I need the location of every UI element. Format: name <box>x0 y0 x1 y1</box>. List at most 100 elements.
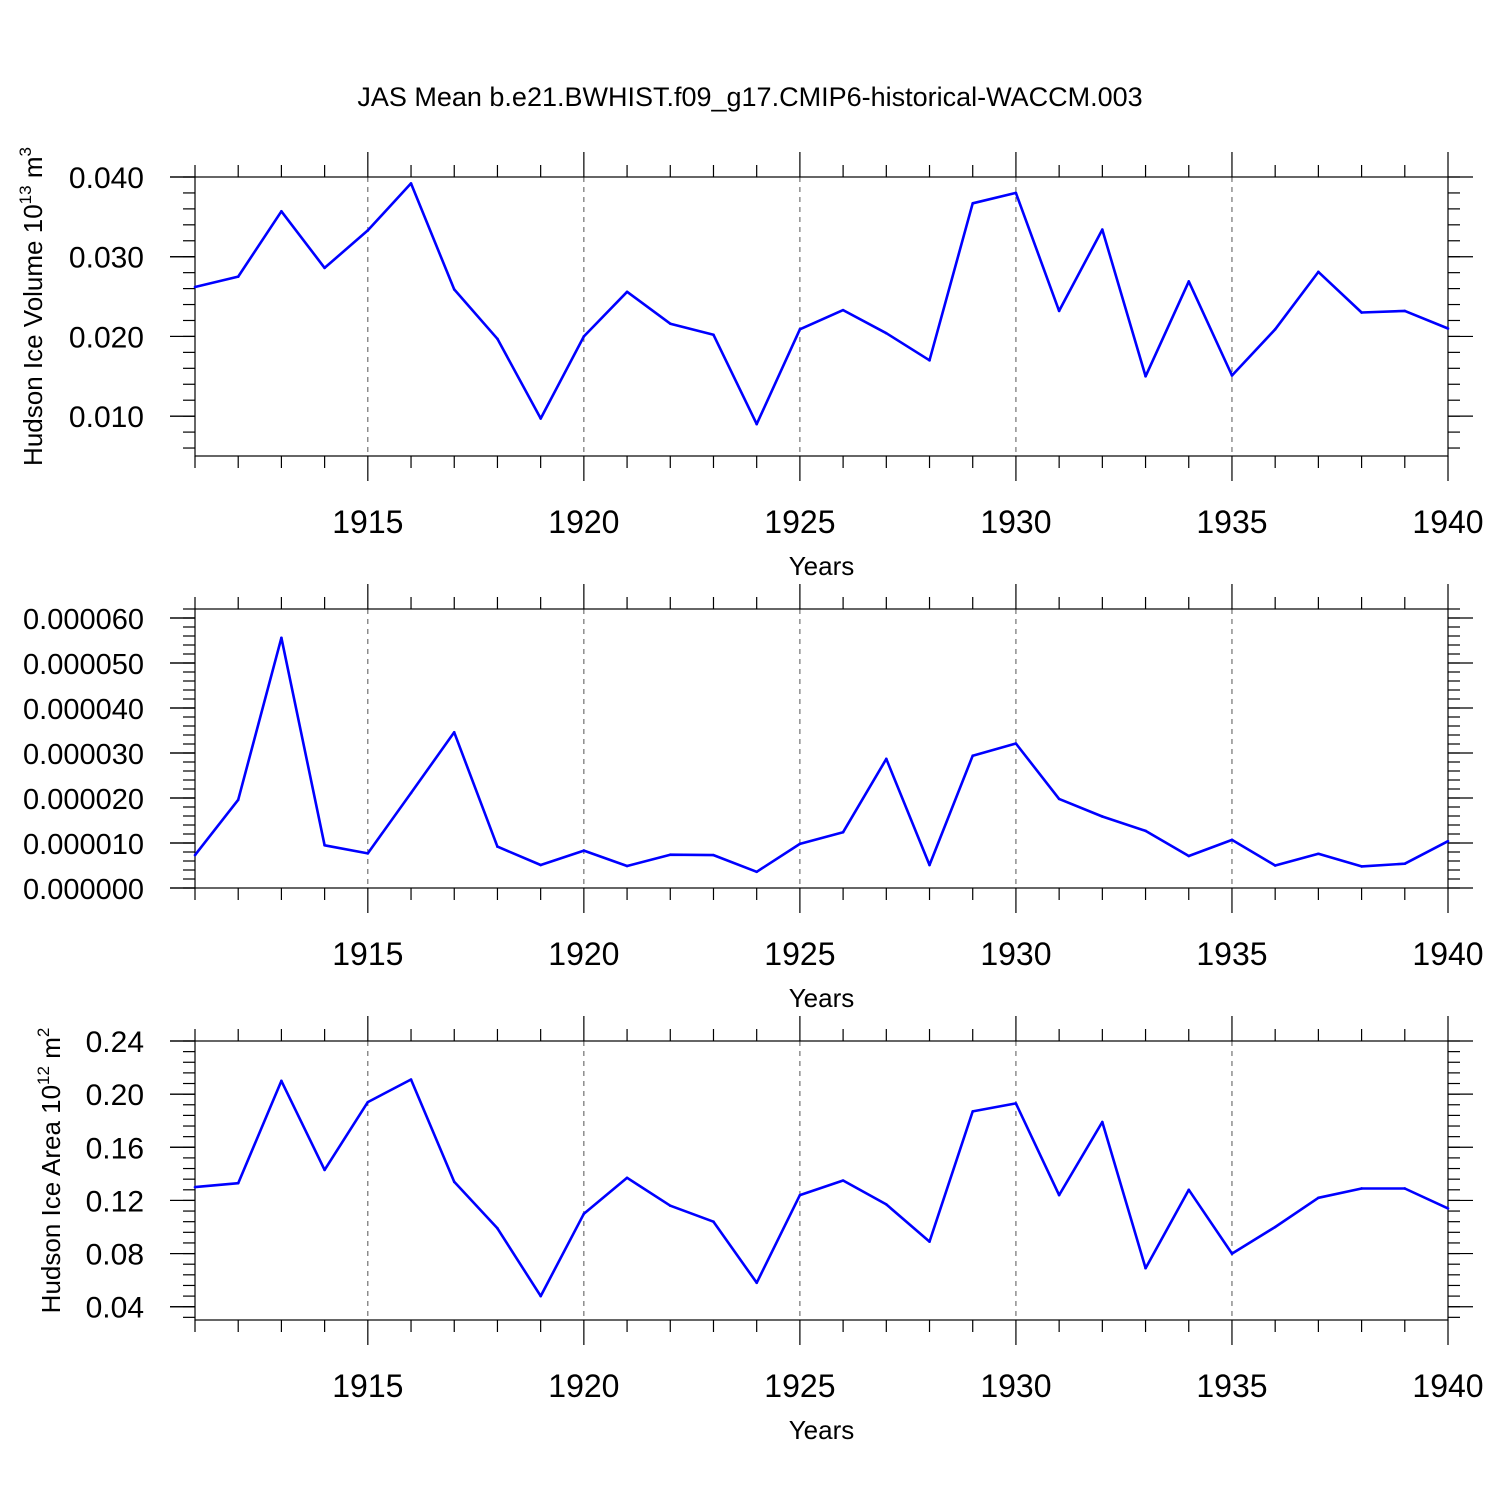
x-tick-label-1935: 1935 <box>1196 936 1267 972</box>
data-point-1918 <box>496 845 499 848</box>
data-point-1921 <box>625 290 629 294</box>
data-point-1934 <box>1187 854 1191 858</box>
y-tick-label: 0.000050 <box>23 649 144 681</box>
chart-panel-2: 1915 1920 1925 1930 1935 1940 0.000000 0.000010… <box>23 584 1484 1013</box>
y-axis-label-main: Hudson Ice Volume 10 <box>18 204 48 466</box>
data-point-1927 <box>885 331 888 335</box>
data-point-1930 <box>1014 742 1018 745</box>
data-point-1926 <box>841 830 845 834</box>
data-point-1938 <box>1360 311 1363 314</box>
y-tick-label: 0.20 <box>86 1079 144 1112</box>
data-point-1928 <box>928 863 931 867</box>
data-point-1923 <box>712 1220 715 1223</box>
y-tick-label: 0.16 <box>86 1132 144 1165</box>
x-tick-label-1940: 1940 <box>1412 504 1483 540</box>
y-axis-label-exponent: 12 <box>34 1066 53 1085</box>
y-tick-label: 0.020 <box>69 321 144 354</box>
data-point-1915 <box>366 229 370 232</box>
y-axis-label-unit: m <box>36 1037 66 1066</box>
data-point-1933 <box>1144 374 1147 378</box>
data-point-1934 <box>1187 280 1191 283</box>
data-point-1926 <box>841 1179 845 1182</box>
data-point-1912 <box>236 1181 240 1185</box>
y-axis-label-unit: m <box>18 157 48 186</box>
data-point-1920 <box>582 849 586 852</box>
data-point-1937 <box>1317 270 1320 274</box>
x-axis-label: Years <box>789 551 855 581</box>
data-point-1937 <box>1317 1196 1320 1200</box>
data-point-1936 <box>1273 1225 1277 1229</box>
data-point-1927 <box>885 1203 888 1206</box>
y-tick-label: 0.24 <box>86 1026 144 1059</box>
data-point-1938 <box>1360 865 1363 868</box>
data-point-1911 <box>193 1185 197 1189</box>
data-point-1939 <box>1403 309 1407 313</box>
data-point-1927 <box>885 757 888 761</box>
data-point-1917 <box>452 1180 456 1184</box>
data-point-1916 <box>409 791 413 795</box>
y-axis-label: Hudson Ice Area 1012 m2 <box>34 1028 66 1314</box>
data-point-1912 <box>236 798 240 802</box>
data-point-1915 <box>366 1100 370 1104</box>
y-axis-label-unit-exponent: 3 <box>16 147 35 156</box>
data-point-1932 <box>1101 228 1104 231</box>
data-point-1914 <box>323 266 326 270</box>
x-tick-label-1915: 1915 <box>332 1368 403 1404</box>
data-point-1913 <box>280 636 283 640</box>
data-point-1935 <box>1230 1252 1234 1255</box>
x-axis-label: Years <box>789 983 855 1013</box>
data-point-1915 <box>366 852 370 855</box>
x-tick-label-1925: 1925 <box>764 504 835 540</box>
x-axis-label: Years <box>789 1415 855 1445</box>
data-point-1920 <box>582 1212 586 1216</box>
data-point-1925 <box>798 327 802 331</box>
x-tick-label-1930: 1930 <box>980 1368 1051 1404</box>
data-point-1940 <box>1446 839 1450 843</box>
data-point-1935 <box>1230 838 1234 842</box>
data-point-1921 <box>625 864 629 868</box>
data-point-1934 <box>1187 1188 1191 1192</box>
data-point-1926 <box>841 308 845 312</box>
data-point-1922 <box>668 322 672 325</box>
data-point-1919 <box>539 1294 542 1298</box>
data-point-1930 <box>1014 191 1018 195</box>
data-point-1929 <box>971 754 975 757</box>
data-point-1919 <box>539 863 542 867</box>
x-tick-label-1935: 1935 <box>1196 1368 1267 1404</box>
series-line <box>193 636 1449 874</box>
data-point-1913 <box>280 209 283 213</box>
data-point-1931 <box>1057 309 1061 313</box>
data-point-1914 <box>323 1168 326 1172</box>
data-point-1925 <box>798 1193 802 1197</box>
y-tick-label: 0.000040 <box>23 694 144 726</box>
x-tick-label-1925: 1925 <box>764 936 835 972</box>
y-tick-label: 0.000010 <box>23 829 144 861</box>
y-tick-label: 0.04 <box>86 1292 144 1325</box>
data-point-1935 <box>1230 374 1234 377</box>
x-tick-label-1930: 1930 <box>980 936 1051 972</box>
y-tick-label: 0.040 <box>69 162 144 195</box>
data-point-1913 <box>280 1079 283 1083</box>
data-point-1923 <box>712 853 715 857</box>
x-tick-label-1920: 1920 <box>548 936 619 972</box>
data-point-1924 <box>755 870 758 874</box>
data-point-1914 <box>323 843 326 847</box>
data-point-1932 <box>1101 1120 1104 1124</box>
data-point-1931 <box>1057 1193 1061 1197</box>
series-line <box>194 182 1449 426</box>
data-point-1930 <box>1014 1102 1018 1105</box>
panels: 1915 1920 1925 1930 1935 1940 0.010 0.020 0.030 0… <box>16 147 1484 1445</box>
x-tick-label-1915: 1915 <box>332 504 403 540</box>
x-tick-label-1930: 1930 <box>980 504 1051 540</box>
data-point-1940 <box>1446 327 1450 330</box>
y-tick-label: 0.000030 <box>23 739 144 771</box>
data-point-1929 <box>971 202 975 205</box>
y-tick-label: 0.000020 <box>23 784 144 816</box>
data-point-1912 <box>236 275 240 278</box>
y-tick-label: 0.08 <box>86 1239 144 1272</box>
y-tick-label: 0.010 <box>69 401 144 434</box>
data-point-1923 <box>712 333 715 337</box>
series-line <box>194 1078 1449 1298</box>
data-point-1918 <box>496 1227 499 1230</box>
